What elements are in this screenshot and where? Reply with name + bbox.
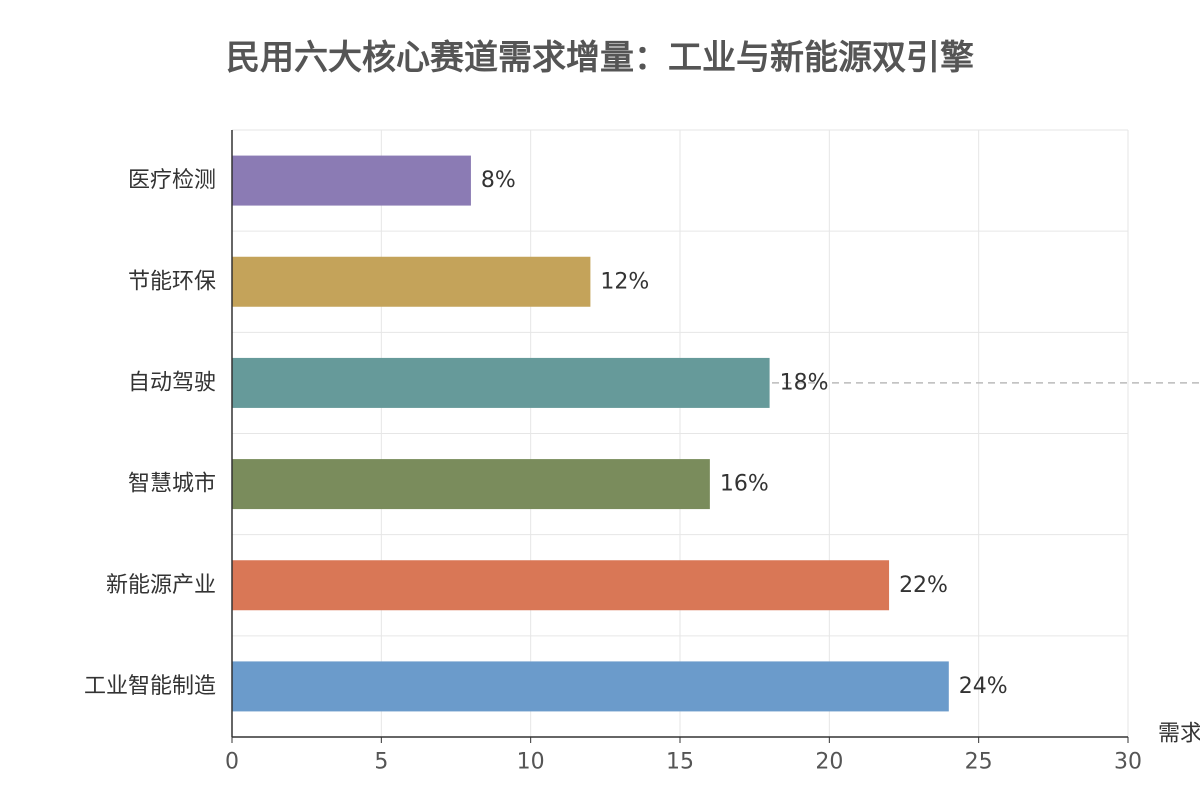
x-tick-label-10: 10 [517, 750, 545, 775]
value-label-2: 18% [780, 370, 829, 395]
axes [231, 130, 1129, 743]
x-axis-name: 需求 [1158, 722, 1200, 747]
bar-4 [232, 560, 890, 611]
bar-1 [232, 256, 591, 307]
chart-title: 民用六大核心赛道需求增量：工业与新能源双引擎 [226, 38, 974, 78]
category-label-3: 智慧城市 [128, 472, 216, 497]
x-tick-label-30: 30 [1114, 750, 1142, 775]
value-label-1: 12% [600, 269, 649, 294]
x-tick-label-25: 25 [965, 750, 993, 775]
x-tick-label-5: 5 [374, 750, 388, 775]
category-label-5: 工业智能制造 [84, 674, 216, 699]
labels: 医疗检测 8% 节能环保 12% 自动驾驶 18% 智慧城市 16% 新能源产业 22% 工业智能制… [84, 168, 1200, 774]
category-label-4: 新能源产业 [106, 573, 216, 598]
bar-0 [232, 155, 471, 206]
grid-lines [231, 129, 1129, 738]
value-label-0: 8% [481, 168, 516, 193]
bar-2 [232, 357, 770, 408]
value-label-5: 24% [959, 674, 1008, 699]
bar-3 [232, 459, 710, 510]
category-label-0: 医疗检测 [128, 168, 216, 193]
x-tick-label-20: 20 [815, 750, 843, 775]
value-label-3: 16% [720, 472, 769, 497]
value-label-4: 22% [899, 573, 948, 598]
bars [232, 155, 949, 712]
category-label-2: 自动驾驶 [128, 370, 216, 395]
bar-5 [232, 661, 949, 712]
x-tick-label-0: 0 [225, 750, 239, 775]
x-tick-label-15: 15 [666, 750, 694, 775]
category-label-1: 节能环保 [128, 269, 216, 294]
